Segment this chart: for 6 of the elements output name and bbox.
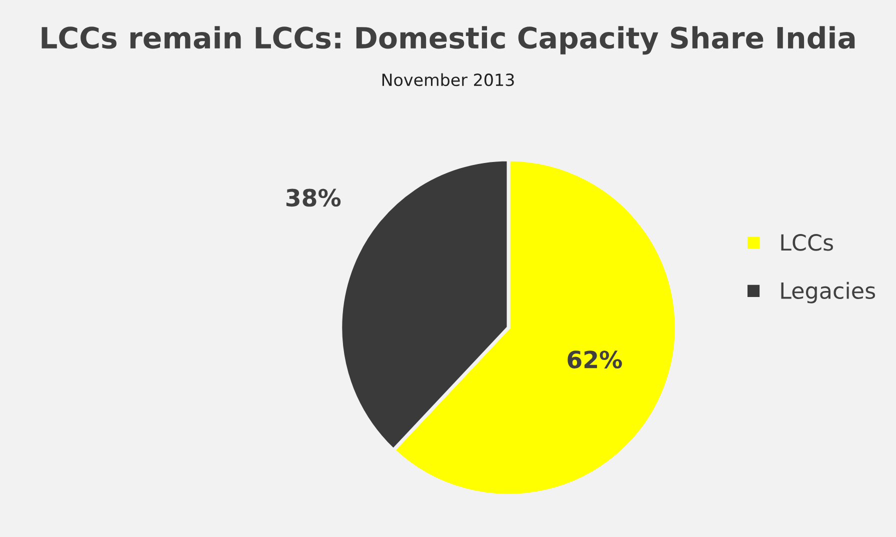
legend-label: Legacies bbox=[781, 282, 876, 304]
data-label: 38% bbox=[286, 188, 341, 207]
data-label: 62% bbox=[568, 350, 622, 368]
legend-label: LCCs bbox=[781, 234, 833, 251]
chart-title: LCCs remain LCCs: Domestic Capacity Share India bbox=[42, 26, 855, 55]
chart-subtitle: November 2013 bbox=[382, 73, 514, 86]
